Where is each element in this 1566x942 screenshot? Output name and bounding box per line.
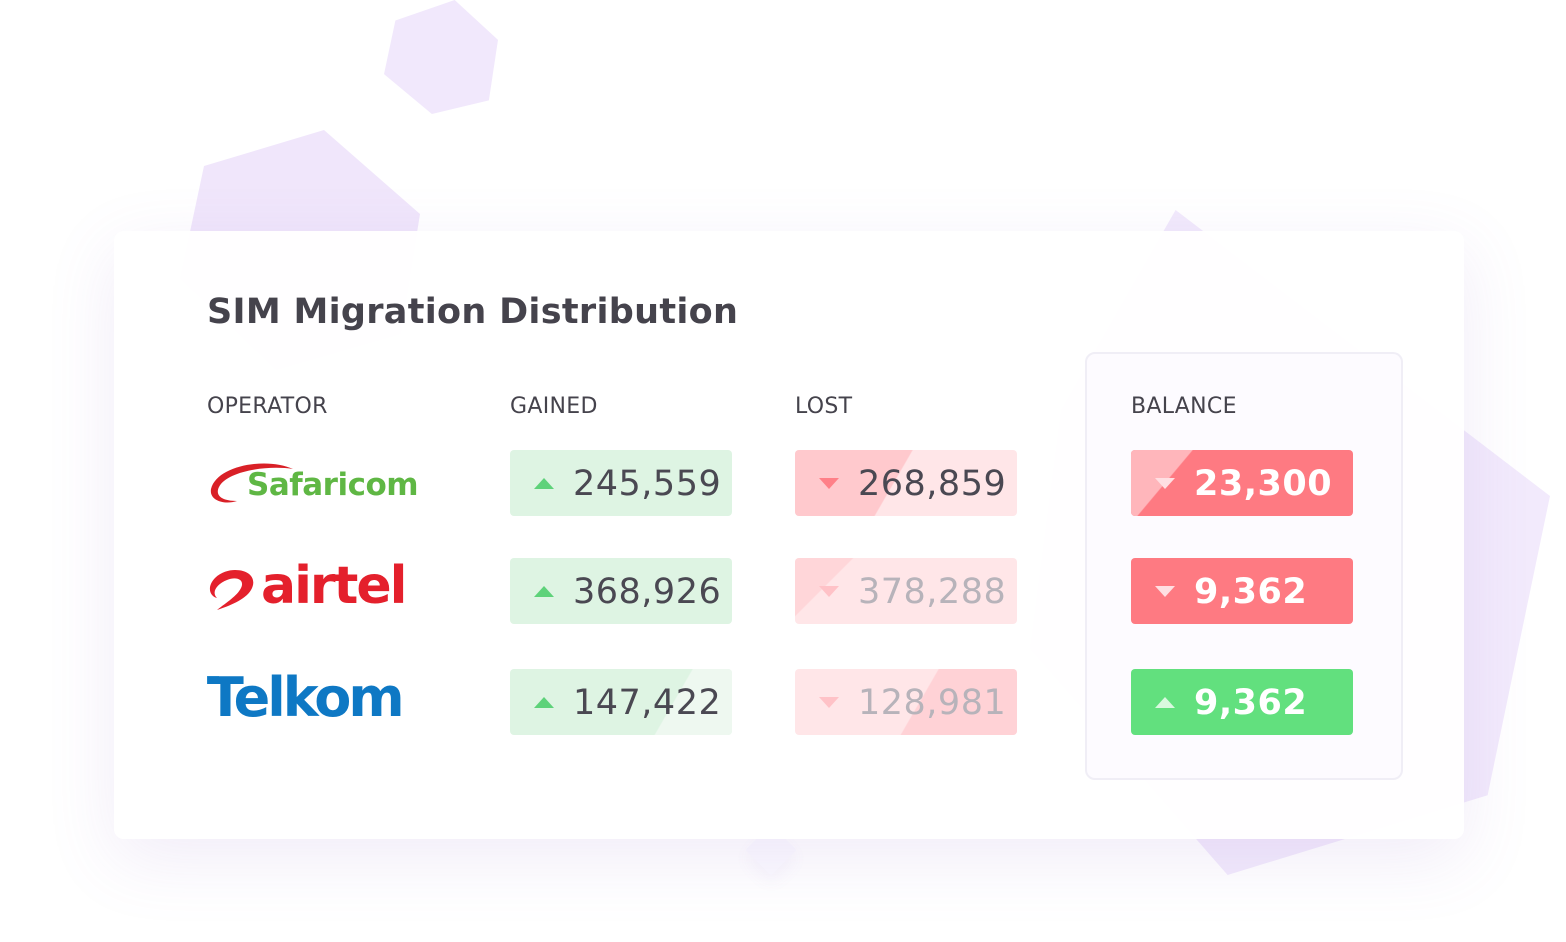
lost-value-airtel: 378,288	[795, 558, 1017, 624]
airtel-logo: airtel	[207, 556, 408, 624]
telkom-wordmark: Telkom	[207, 666, 405, 729]
column-header-operator: OPERATOR	[207, 394, 328, 419]
balance-number: 23,300	[1194, 464, 1333, 504]
triangle-up-icon	[534, 697, 554, 708]
gained-value-airtel: 368,926	[510, 558, 732, 624]
gained-value-safaricom: 245,559	[510, 450, 732, 516]
balance-value-safaricom: 23,300	[1131, 450, 1353, 516]
safaricom-wordmark: Safaricom	[247, 467, 419, 503]
gained-number: 368,926	[573, 572, 722, 612]
column-header-balance: BALANCE	[1131, 394, 1237, 419]
triangle-up-icon	[1155, 697, 1175, 708]
telkom-logo: Telkom	[207, 666, 407, 730]
column-header-gained: GAINED	[510, 394, 598, 419]
airtel-wordmark: airtel	[261, 556, 408, 616]
lost-number: 268,859	[858, 464, 1007, 504]
card-title: SIM Migration Distribution	[207, 292, 739, 332]
balance-number: 9,362	[1194, 683, 1308, 723]
lost-number: 128,981	[858, 683, 1007, 723]
lost-number: 378,288	[858, 572, 1007, 612]
telkom-accent-bar	[207, 676, 219, 684]
column-header-lost: LOST	[795, 394, 853, 419]
triangle-up-icon	[534, 586, 554, 597]
balance-value-telkom: 9,362	[1131, 669, 1353, 735]
gained-number: 147,422	[573, 683, 722, 723]
gained-value-telkom: 147,422	[510, 669, 732, 735]
balance-number: 9,362	[1194, 572, 1308, 612]
triangle-down-icon	[819, 697, 839, 708]
decorative-hexagon-small	[384, 0, 498, 114]
safaricom-logo: Safaricom	[207, 455, 422, 515]
safaricom-swoosh-icon	[210, 463, 293, 503]
triangle-down-icon	[1155, 586, 1175, 597]
gained-number: 245,559	[573, 464, 722, 504]
triangle-down-icon	[819, 586, 839, 597]
lost-value-safaricom: 268,859	[795, 450, 1017, 516]
balance-value-airtel: 9,362	[1131, 558, 1353, 624]
airtel-mark-icon	[209, 570, 254, 610]
triangle-down-icon	[819, 478, 839, 489]
triangle-down-icon	[1155, 478, 1175, 489]
triangle-up-icon	[534, 478, 554, 489]
lost-value-telkom: 128,981	[795, 669, 1017, 735]
